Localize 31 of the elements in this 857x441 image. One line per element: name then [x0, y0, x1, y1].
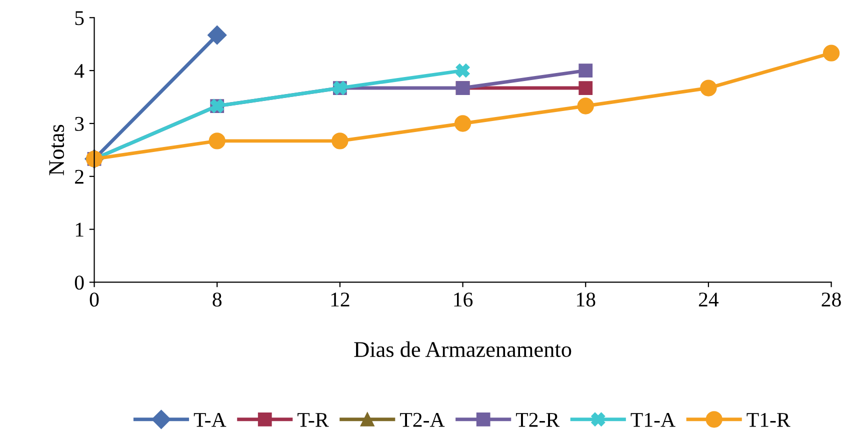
y-tick-label: 2: [75, 170, 84, 184]
legend-label: T-R: [298, 413, 329, 427]
x-tick-label: 24: [698, 292, 719, 306]
x-tick-label: 28: [822, 292, 841, 307]
legend-label: T2-R: [516, 412, 560, 427]
y-tick-label: 3: [75, 116, 84, 131]
x-tick-label: 8: [212, 292, 222, 307]
x-tick-label: 0: [90, 292, 99, 307]
legend-label: T1-A: [630, 412, 676, 427]
x-tick-label: 18: [577, 292, 596, 307]
y-tick-label: 1: [76, 222, 84, 237]
point: [578, 81, 593, 95]
point: [700, 80, 717, 96]
x-axis-title: Dias de Armazenamento: [354, 341, 572, 358]
x-tick-label: 12: [331, 292, 350, 306]
x-tick-label: 16: [454, 292, 473, 307]
y-tick-label: 5: [75, 11, 84, 26]
point: [456, 64, 470, 78]
y-tick-label: 4: [74, 64, 84, 78]
point: [578, 64, 593, 78]
point: [454, 115, 472, 132]
legend-label: T1-R: [746, 412, 790, 427]
point: [208, 26, 227, 45]
point: [208, 132, 226, 150]
point: [822, 44, 840, 62]
y-axis-title: Notas: [49, 124, 64, 176]
legend-label: T2-A: [400, 412, 445, 427]
point: [332, 132, 348, 150]
legend-label: T-A: [194, 412, 226, 427]
y-tick-label: 0: [74, 276, 84, 290]
point: [577, 98, 594, 114]
